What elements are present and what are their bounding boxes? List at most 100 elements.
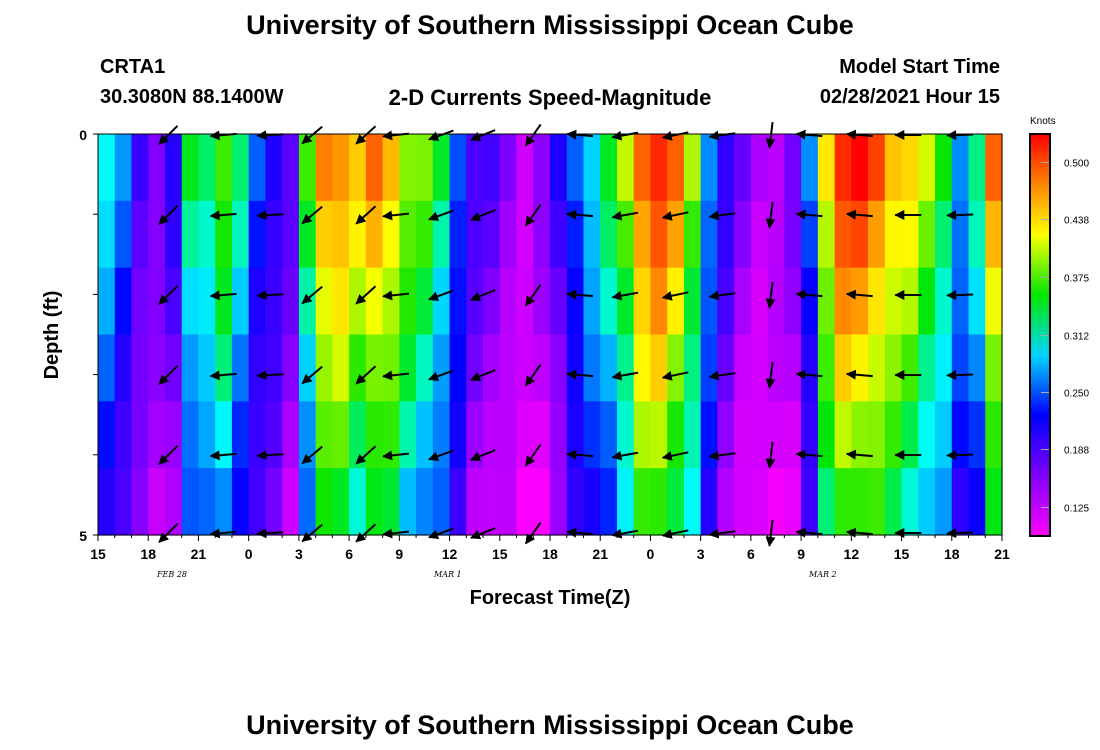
heatmap-cell bbox=[918, 468, 936, 536]
heatmap-cell bbox=[349, 468, 367, 536]
heatmap-cell bbox=[767, 200, 785, 269]
current-vector-arrow bbox=[566, 209, 594, 220]
heatmap-cell bbox=[734, 134, 752, 202]
heatmap-cell bbox=[215, 267, 233, 336]
heatmap-cell bbox=[298, 200, 317, 269]
heatmap-cell bbox=[600, 334, 618, 402]
heatmap-cell bbox=[784, 401, 802, 469]
heatmap-cell bbox=[516, 267, 534, 336]
heatmap-cell bbox=[734, 334, 752, 402]
heatmap-cell bbox=[114, 200, 133, 269]
x-tick-label: 9 bbox=[797, 546, 805, 562]
heatmap-cell bbox=[282, 200, 300, 269]
heatmap-cell bbox=[667, 134, 685, 202]
heatmap-cell bbox=[583, 267, 601, 336]
heatmap-cell bbox=[432, 134, 451, 202]
current-vector-arrow bbox=[428, 129, 454, 142]
heatmap-cell bbox=[98, 200, 116, 269]
heatmap-cell bbox=[399, 401, 417, 469]
x-tick-label: 6 bbox=[345, 546, 353, 562]
heatmap-cell bbox=[483, 334, 501, 402]
heatmap-cell bbox=[918, 267, 936, 336]
heatmap-cell bbox=[750, 267, 769, 336]
heatmap-cell bbox=[466, 334, 484, 402]
heatmap-cell bbox=[483, 267, 501, 336]
heatmap-cell bbox=[332, 334, 350, 402]
colorbar-tick-label: 0.500 bbox=[1064, 159, 1089, 170]
current-vector-arrow bbox=[428, 449, 454, 462]
current-vector-arrow bbox=[470, 209, 496, 222]
heatmap-cell bbox=[734, 468, 752, 536]
heatmap-cell bbox=[583, 134, 601, 202]
heatmap-cell bbox=[901, 401, 919, 469]
current-vector-arrow bbox=[795, 527, 823, 538]
current-vector-arrow bbox=[611, 450, 639, 461]
heatmap-cell bbox=[282, 134, 300, 202]
heatmap-cell bbox=[700, 401, 719, 469]
heatmap-cell bbox=[550, 134, 568, 202]
heatmap-cell bbox=[332, 401, 350, 469]
current-vector-arrow bbox=[158, 523, 179, 543]
heatmap-cell bbox=[935, 334, 953, 402]
heatmap-cell bbox=[717, 401, 735, 469]
heatmap-cell bbox=[968, 401, 986, 469]
heatmap-cell bbox=[466, 267, 484, 336]
heatmap-cell bbox=[215, 200, 233, 269]
heatmap-cell bbox=[801, 267, 819, 336]
heatmap-cell bbox=[884, 334, 903, 402]
heatmap-cell bbox=[550, 401, 568, 469]
heatmap-cell bbox=[985, 334, 1003, 402]
heatmap-cell bbox=[650, 334, 668, 402]
current-vector-arrow bbox=[524, 123, 542, 147]
current-vector-arrow bbox=[765, 121, 776, 149]
current-vector-arrow bbox=[209, 450, 237, 461]
heatmap-cell bbox=[98, 334, 116, 402]
heatmap-cell bbox=[667, 334, 685, 402]
current-vector-arrow bbox=[355, 523, 377, 543]
current-vector-arrow bbox=[795, 369, 823, 380]
heatmap-cell bbox=[566, 200, 585, 269]
x-tick-label: 9 bbox=[395, 546, 403, 562]
heatmap-cell bbox=[382, 401, 400, 469]
heatmap-cell bbox=[650, 401, 668, 469]
heatmap-cell bbox=[315, 401, 333, 469]
heatmap-cell bbox=[282, 334, 300, 402]
heatmap-cell bbox=[851, 134, 869, 202]
heatmap-cell bbox=[181, 468, 200, 536]
heatmap-cell bbox=[231, 267, 250, 336]
current-vector-arrow bbox=[845, 449, 873, 460]
heatmap-cell bbox=[215, 468, 233, 536]
heatmap-cell bbox=[181, 267, 200, 336]
current-vector-arrow bbox=[611, 130, 639, 141]
heatmap-cell bbox=[416, 267, 434, 336]
date-label-mar1: MAR 1 bbox=[434, 570, 462, 579]
model-start-label: Model Start Time bbox=[839, 56, 1000, 78]
x-tick-label: 12 bbox=[442, 546, 458, 562]
heatmap-cell bbox=[382, 267, 400, 336]
current-vector-arrow bbox=[765, 201, 776, 229]
heatmap-cell bbox=[466, 134, 484, 202]
heatmap-cell bbox=[801, 200, 819, 269]
heatmap-cell bbox=[483, 401, 501, 469]
colorbar bbox=[1029, 133, 1051, 537]
current-vector-arrow bbox=[470, 369, 496, 382]
current-vector-arrow bbox=[611, 210, 639, 221]
x-tick-label: 3 bbox=[295, 546, 303, 562]
heatmap-cell bbox=[248, 200, 267, 269]
heatmap-cell bbox=[282, 468, 300, 536]
current-vector-arrow bbox=[566, 449, 594, 460]
heatmap-cell bbox=[114, 468, 133, 536]
heatmap-cell bbox=[935, 134, 953, 202]
heatmap-cell bbox=[901, 200, 919, 269]
heatmap-cell bbox=[516, 334, 534, 402]
heatmap-cell bbox=[683, 401, 702, 469]
heatmap-cell bbox=[583, 334, 601, 402]
heatmap-cell bbox=[935, 468, 953, 536]
heatmap-cell bbox=[265, 468, 283, 536]
heatmap-cell bbox=[533, 401, 551, 469]
heatmap-cell bbox=[533, 200, 551, 269]
heatmap-cell bbox=[550, 468, 568, 536]
current-vector-arrow bbox=[708, 210, 736, 221]
heatmap-cell bbox=[265, 334, 283, 402]
heatmap-cell bbox=[985, 134, 1003, 202]
